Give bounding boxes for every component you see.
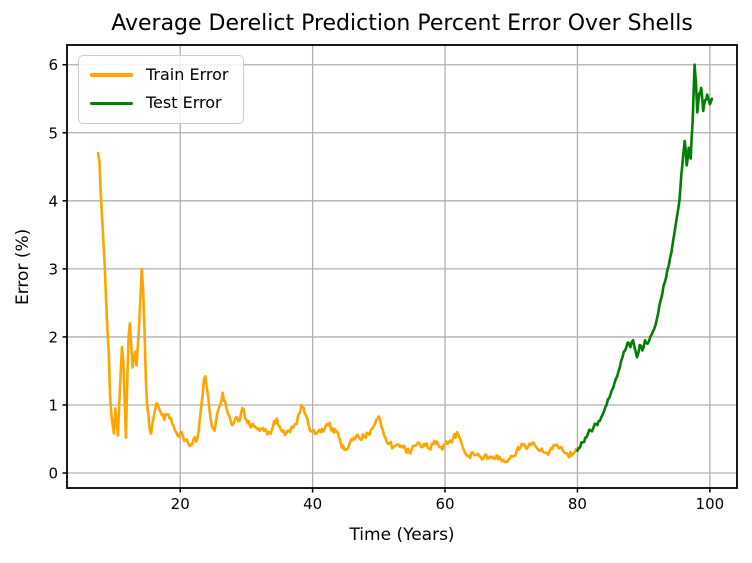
x-tick-label: 40 bbox=[303, 495, 322, 513]
legend-label-test: Test Error bbox=[146, 93, 222, 113]
test-error-line bbox=[576, 63, 714, 452]
x-tick-label: 80 bbox=[568, 495, 587, 513]
x-tick-label: 60 bbox=[435, 495, 454, 513]
y-tick-label: 6 bbox=[48, 56, 58, 74]
train-line-swatch bbox=[90, 73, 133, 77]
y-tick-label: 2 bbox=[48, 328, 58, 346]
y-tick-label: 3 bbox=[48, 260, 58, 278]
x-tick-label: 20 bbox=[171, 495, 190, 513]
legend-item-test: Test Error bbox=[90, 93, 228, 113]
y-tick-label: 0 bbox=[48, 465, 58, 483]
legend-item-train: Train Error bbox=[90, 65, 229, 84]
x-axis-label: Time (Years) bbox=[349, 525, 455, 545]
y-tick-label: 4 bbox=[48, 192, 58, 210]
legend: Train Error Test Error bbox=[78, 55, 245, 124]
test-line-swatch bbox=[90, 101, 133, 106]
axes-spines bbox=[66, 44, 738, 489]
train-error-line bbox=[96, 151, 579, 464]
legend-label-train: Train Error bbox=[146, 65, 229, 84]
y-axis-label: Error (%) bbox=[13, 228, 33, 305]
chart-title: Average Derelict Prediction Percent Erro… bbox=[111, 11, 693, 36]
y-tick-label: 1 bbox=[48, 396, 58, 414]
y-tick-label: 5 bbox=[48, 124, 58, 142]
x-tick-label: 100 bbox=[696, 495, 725, 513]
